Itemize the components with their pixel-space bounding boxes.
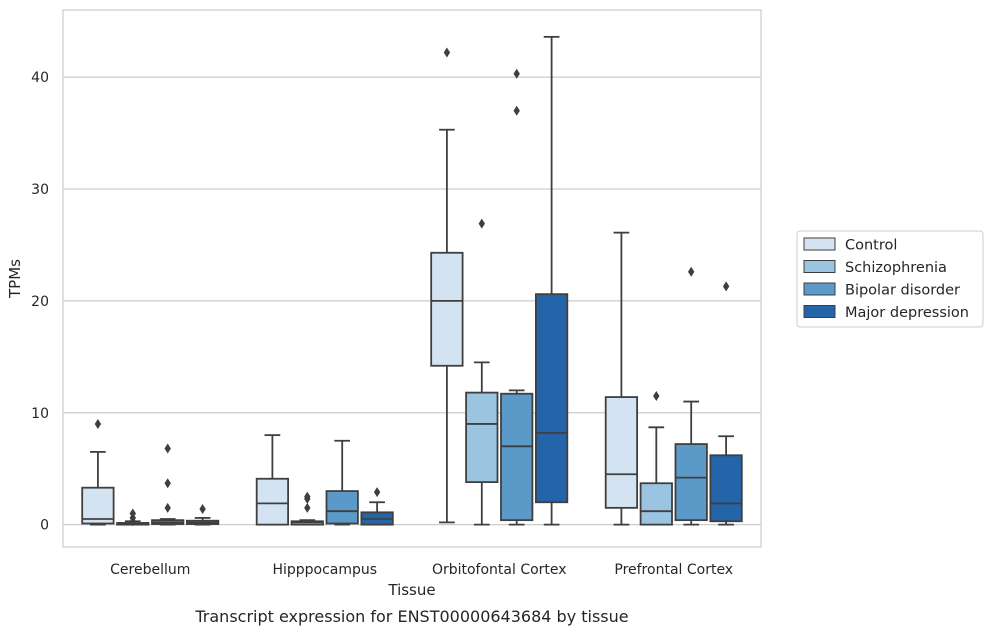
y-tick-label: 0 [40,518,49,534]
legend-label: Control [845,238,897,254]
box-iqr [430,251,464,367]
box-schizophrenia [639,390,673,526]
box-bipolar-disorder [151,443,185,526]
y-tick-label: 20 [31,294,49,310]
box-schizophrenia [116,508,150,527]
y-tick-label: 40 [31,70,49,86]
legend-swatch [803,282,836,296]
outlier-point [478,218,485,229]
box-iqr [534,293,569,504]
legend-swatch [803,305,836,318]
plot-frame [62,9,762,548]
x-tick-label: Orbitofontal Cortex [432,562,567,578]
box-schizophrenia [465,218,499,526]
legend-label: Bipolar disorder [845,283,960,299]
x-tick-label: Prefrontal Cortex [614,562,733,578]
box-major-depression [534,35,569,526]
outlier-point [199,503,206,514]
legend-label: Major depression [845,305,969,321]
box-major-depression [185,503,220,526]
box-iqr [500,392,534,522]
box-bipolar-disorder [500,68,534,526]
x-tick-label: Hipppocampus [272,562,377,578]
box-iqr [709,454,743,523]
box-control [430,47,464,524]
box-control [81,418,115,526]
outlier-point [164,478,171,489]
box-iqr [639,482,673,526]
x-axis-ticks: Cerebellum Hipppocampus Orbitofontal Corte… [110,562,733,578]
x-axis-label: Tissue [387,581,435,599]
box-major-depression [709,281,743,526]
y-axis-label: TPMs [6,259,24,299]
outlier-point [164,443,171,454]
box-bipolar-disorder [674,266,708,526]
legend: Control Schizophrenia Bipolar disorder Majo… [796,230,984,328]
box-iqr [81,486,115,525]
box-bipolar-disorder [325,439,359,526]
legend-swatch [803,237,836,251]
y-tick-label: 10 [31,406,49,422]
legend-label: Schizophrenia [845,260,947,276]
outlier-point [688,266,695,277]
box-control [255,434,290,526]
outlier-point [373,487,381,498]
outlier-point [443,47,451,58]
outlier-point [722,281,730,292]
outlier-point [304,502,311,513]
box-schizophrenia [290,491,324,526]
y-tick-label: 30 [31,182,49,198]
x-tick-label: Cerebellum [110,562,190,578]
boxes-layer [81,35,743,527]
outlier-point [94,418,102,429]
box-major-depression [360,487,394,526]
outlier-point [129,508,136,519]
box-iqr [465,391,499,484]
box-iqr [604,396,639,509]
box-iqr [674,443,708,522]
y-axis-ticks: 0 10 20 30 40 [31,70,49,534]
outlier-point [653,390,660,401]
box-iqr [255,477,290,526]
figure-caption: Transcript expression for ENST0000064368… [194,607,628,626]
legend-swatch [803,260,836,273]
outlier-point [513,68,520,79]
outlier-point [304,491,311,502]
legend-frame [796,230,984,328]
box-control [604,231,639,526]
outlier-point [513,105,520,116]
box-iqr [325,490,359,525]
outlier-point [164,502,171,513]
